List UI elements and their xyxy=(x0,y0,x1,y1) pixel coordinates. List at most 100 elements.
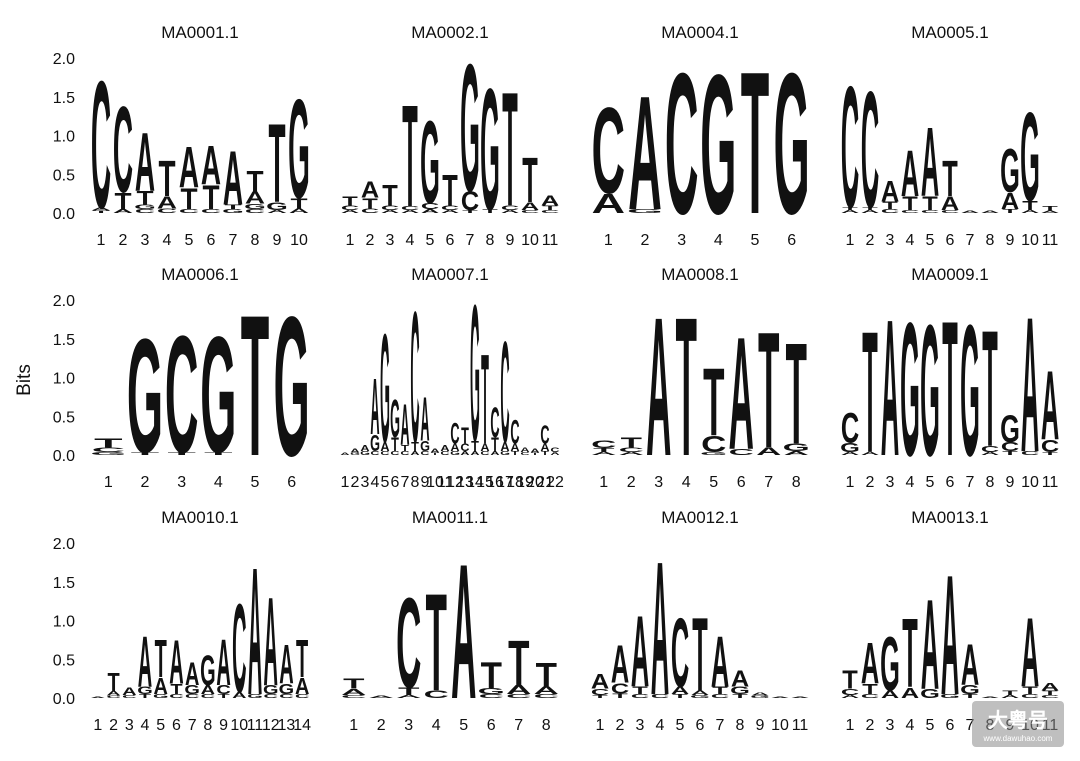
x-tick-label: 10 xyxy=(230,717,248,734)
logo-letter-g: G xyxy=(274,275,310,498)
logo-letter-c: C xyxy=(506,693,531,699)
x-tick-label: 1 xyxy=(846,232,855,249)
logo-letter-c: C xyxy=(401,205,419,211)
y-tick-label: 0.5 xyxy=(53,409,75,426)
logo-letter-c: C xyxy=(396,571,421,714)
logo-letter-t: T xyxy=(241,273,269,498)
logo-letter-a: A xyxy=(421,208,439,214)
logo-letter-c: C xyxy=(179,208,199,214)
logo-letter-c: C xyxy=(361,207,379,214)
logo-letter-g: G xyxy=(1000,406,1020,450)
logo-letter-g: G xyxy=(450,451,460,457)
x-tick-label: 6 xyxy=(287,474,296,491)
x-tick-label: 13 xyxy=(456,474,474,491)
logo-letter-c: C xyxy=(1041,694,1059,699)
x-tick-label: 7 xyxy=(966,232,975,249)
logo-letter-c: C xyxy=(619,446,644,453)
logo-letter-c: C xyxy=(701,431,726,457)
logo-letter-c: C xyxy=(540,422,549,450)
x-tick-label: 8 xyxy=(486,232,495,249)
x-tick-label: 4 xyxy=(906,232,915,249)
x-tick-label: 7 xyxy=(764,474,773,491)
logo-letter-t: T xyxy=(541,451,549,457)
logo-letter-c: C xyxy=(165,301,199,488)
logo-letter-g: G xyxy=(470,265,480,482)
logo-letter-t: T xyxy=(542,204,558,211)
x-tick-label: 1 xyxy=(349,717,358,734)
logo-letter-c: C xyxy=(1041,436,1060,456)
x-tick-label: 8 xyxy=(411,474,420,491)
logo-letter-a: A xyxy=(501,209,519,214)
logo-letter-c: C xyxy=(520,451,529,456)
logo-letter-c: C xyxy=(841,51,859,244)
x-tick-label: 6 xyxy=(207,232,216,249)
logo-letter-t: T xyxy=(922,193,938,214)
logo-letter-g: G xyxy=(244,203,266,211)
logo-letter-g: G xyxy=(700,451,727,456)
x-tick-label: 16 xyxy=(486,474,504,491)
logo-letter-a: A xyxy=(232,691,246,700)
logo-letter-c: C xyxy=(169,694,184,700)
y-tick-label: 1.0 xyxy=(53,614,75,631)
logo-letter-a: A xyxy=(771,696,789,698)
x-tick-label: 2 xyxy=(351,474,360,491)
logo-letter-t: T xyxy=(902,600,918,710)
logo-letter-g: G xyxy=(730,685,750,697)
y-tick-label: 0.5 xyxy=(53,167,75,184)
x-tick-label: 8 xyxy=(986,474,995,491)
logo-letter-c: C xyxy=(665,31,699,256)
x-tick-label: 1 xyxy=(346,232,355,249)
logo-letter-t: T xyxy=(246,165,263,198)
x-tick-label: 6 xyxy=(391,474,400,491)
logo-letter-g: G xyxy=(840,441,860,455)
logo-letter-g: G xyxy=(774,31,810,256)
logo-letter-a: A xyxy=(941,193,959,214)
logo-letter-c: C xyxy=(461,185,480,216)
logo-letter-a: A xyxy=(91,207,111,212)
x-tick-label: 3 xyxy=(886,474,895,491)
x-tick-label: 7 xyxy=(229,232,238,249)
logo-letter-c: C xyxy=(185,694,200,700)
x-tick-label: 17 xyxy=(496,474,514,491)
x-tick-label: 1 xyxy=(596,717,605,734)
logo-letter-a: A xyxy=(611,634,629,694)
logo-letter-a: A xyxy=(530,448,539,454)
x-tick-label: 3 xyxy=(886,232,895,249)
panel-title: MA0007.1 xyxy=(411,265,489,284)
logo-panel: MA0012.1TCA1TCA2CTA3CA4TAC5GAT6CTA7TGA8G… xyxy=(591,508,809,735)
x-tick-label: 5 xyxy=(709,474,718,491)
logo-letter-c: C xyxy=(460,442,470,454)
x-tick-label: 3 xyxy=(386,232,395,249)
x-tick-label: 1 xyxy=(104,474,113,491)
x-tick-label: 11 xyxy=(1042,232,1059,249)
x-tick-label: 7 xyxy=(966,717,975,734)
logo-letter-t: T xyxy=(398,686,420,698)
logo-letter-a: A xyxy=(169,627,183,697)
x-tick-label: 2 xyxy=(366,232,375,249)
logo-letter-c: C xyxy=(521,209,539,214)
logo-letter-a: A xyxy=(106,690,121,697)
logo-letter-a: A xyxy=(460,451,469,457)
y-axis-label: Bits xyxy=(14,364,35,396)
x-tick-label: 2 xyxy=(377,717,386,734)
logo-letter-g: G xyxy=(460,25,480,229)
logo-letter-c: C xyxy=(921,209,939,214)
logo-letter-c: C xyxy=(441,204,459,211)
logo-letter-t: T xyxy=(290,195,307,212)
logo-letter-c: C xyxy=(541,209,559,214)
x-tick-label: 7 xyxy=(188,717,197,734)
logo-letter-t: T xyxy=(296,628,308,689)
x-tick-label: 1 xyxy=(599,474,608,491)
logo-letter-t: T xyxy=(502,59,518,241)
logo-letter-g: G xyxy=(960,683,980,697)
logo-panels: MA0001.10.00.51.01.52.0TAC1ATC2CGTA3CAT4… xyxy=(53,23,1060,740)
logo-letter-g: G xyxy=(222,208,244,214)
logo-letter-a: A xyxy=(619,451,644,456)
logo-letter-t: T xyxy=(982,298,998,483)
logo-letter-t: T xyxy=(672,693,688,699)
x-tick-label: 2 xyxy=(866,232,875,249)
logo-letter-a: A xyxy=(521,201,539,213)
logo-letter-a: A xyxy=(534,685,559,697)
logo-letter-c: C xyxy=(122,694,137,699)
logo-letter-a: A xyxy=(520,447,529,454)
